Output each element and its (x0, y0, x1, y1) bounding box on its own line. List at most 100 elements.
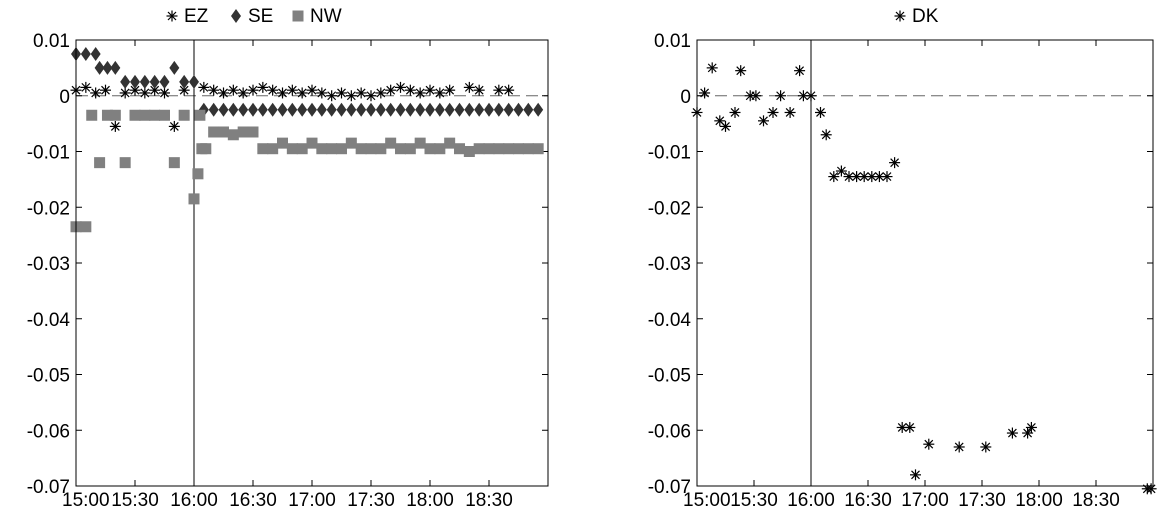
data-point-ez (109, 120, 122, 133)
plot-area-border (75, 39, 549, 487)
data-point-nw (385, 137, 397, 149)
data-point-dk (880, 170, 894, 183)
data-point-se (513, 102, 524, 117)
data-point-nw (296, 143, 308, 155)
data-point-dk (909, 468, 922, 481)
y-tick-label: -0.02 (648, 198, 691, 219)
data-point-nw (345, 137, 357, 149)
data-point-dk (734, 64, 747, 77)
x-tick-label: 17:00 (288, 490, 336, 511)
data-point-dk (835, 164, 848, 178)
data-point-nw (424, 143, 436, 155)
data-point-nw (532, 143, 544, 155)
data-point-se (405, 102, 416, 117)
y-tick-label: -0.03 (648, 254, 691, 275)
data-point-se (218, 102, 229, 117)
y-tick-label: 0.01 (33, 31, 70, 52)
data-point-ez (443, 84, 456, 97)
data-point-se (454, 102, 465, 117)
data-point-se (375, 102, 386, 117)
x-tick-label: 15:00 (683, 490, 731, 511)
x-tick-label: 16:30 (229, 490, 277, 511)
x-tick-label: 15:30 (730, 490, 778, 511)
y-tick-label: -0.06 (27, 421, 70, 442)
data-point-se (385, 102, 396, 117)
data-point-se (238, 102, 249, 117)
data-point-dk (814, 106, 827, 119)
data-point-nw (316, 143, 328, 155)
data-point-nw (80, 221, 92, 233)
data-point-ez (315, 86, 328, 100)
data-point-nw (434, 143, 446, 155)
data-point-se (425, 102, 435, 117)
data-point-nw (129, 109, 141, 121)
chart-right: 0.01 0 -0.01 -0.02 -0.03 -0.04 -0.05 -0.06 -0.07… (648, 6, 1158, 511)
data-point-dk (953, 440, 966, 454)
data-point-nw (473, 143, 485, 155)
data-point-nw (336, 143, 347, 155)
data-point-ez (355, 86, 368, 100)
data-point-nw (178, 109, 190, 121)
y-tick-label: -0.06 (648, 421, 691, 442)
data-point-nw (257, 143, 269, 155)
legend-marker-se (231, 9, 241, 23)
data-point-dk (888, 156, 901, 169)
data-point-dk (827, 170, 840, 183)
data-point-ez (473, 84, 486, 97)
data-point-nw (208, 126, 220, 138)
x-tick-label: 16:30 (844, 490, 892, 511)
data-point-dk (766, 106, 780, 119)
data-point-se (228, 102, 239, 117)
y-tick-label: -0.04 (648, 310, 692, 331)
data-point-se (169, 60, 180, 75)
data-point-dk (1144, 482, 1158, 495)
data-point-ez (197, 81, 210, 94)
data-point-nw (237, 126, 249, 138)
legend-label-se: SE (248, 6, 273, 27)
data-point-ez (423, 84, 437, 97)
chart-left: 0.01 0 -0.01 -0.02 -0.03 -0.04 -0.05 -0.06 -0.07… (27, 6, 549, 511)
data-point-ez (256, 81, 269, 94)
data-point-se (297, 102, 308, 117)
data-point-ez (79, 81, 92, 94)
data-point-nw (119, 157, 131, 169)
data-point-ez (296, 86, 309, 100)
data-point-dk (698, 86, 711, 100)
data-point-nw (522, 143, 534, 155)
y-tick-label: -0.07 (648, 477, 691, 498)
data-point-se (464, 102, 475, 117)
data-point-ez (502, 84, 515, 97)
data-point-dk (903, 421, 916, 434)
data-point-ez (404, 84, 417, 97)
x-tick-label: 18:00 (1015, 490, 1063, 511)
data-point-se (307, 102, 317, 117)
data-point-ez (158, 86, 171, 100)
data-point-dk (820, 128, 833, 141)
data-point-se (366, 102, 376, 117)
legend: DK (893, 6, 939, 27)
data-point-dk (728, 106, 742, 119)
data-point-se (257, 102, 268, 117)
data-point-ez (217, 86, 230, 100)
data-point-se (484, 102, 494, 117)
data-point-se (395, 102, 406, 117)
data-point-nw (192, 168, 204, 180)
legend-marker-nw (292, 10, 304, 22)
data-point-nw (247, 126, 259, 138)
data-point-dk (979, 440, 992, 454)
data-point-nw (463, 146, 475, 157)
data-point-dk (804, 89, 818, 102)
data-point-ez (433, 86, 446, 100)
data-point-ez (394, 81, 407, 94)
data-point-dk (719, 120, 732, 133)
data-point-ez (374, 86, 387, 100)
data-point-se (110, 60, 121, 75)
x-tick-label: 15:30 (111, 490, 159, 511)
y-tick-label: -0.04 (27, 310, 71, 331)
data-point-nw (306, 137, 318, 149)
data-point-nw (168, 157, 180, 169)
data-point-nw (227, 129, 239, 141)
y-tick-label: -0.05 (648, 366, 691, 387)
data-point-dk (1006, 426, 1019, 440)
data-point-nw (414, 137, 426, 149)
